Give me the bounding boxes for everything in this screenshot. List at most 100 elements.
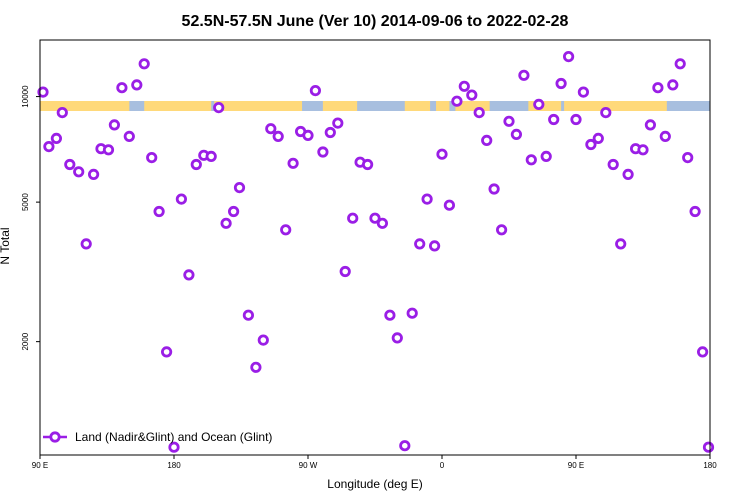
data-point — [80, 238, 92, 250]
x-axis: 90 E 180 90 W 0 90 E 180 — [32, 455, 717, 470]
land-segment — [404, 100, 431, 111]
data-point — [414, 238, 426, 250]
land-segment — [144, 100, 212, 111]
data-point — [570, 113, 582, 126]
legend: Land (Nadir&Glint) and Ocean (Glint) — [43, 430, 272, 444]
data-point — [309, 85, 321, 97]
x-tick-label: 180 — [167, 461, 181, 470]
data-point — [175, 193, 187, 205]
data-point — [376, 217, 388, 229]
data-point — [102, 144, 115, 156]
data-point — [555, 77, 567, 90]
data-point — [257, 334, 269, 346]
data-point — [161, 346, 173, 358]
data-point — [108, 119, 121, 131]
data-point — [280, 224, 292, 236]
data-point — [43, 141, 55, 153]
plot-frame — [39, 39, 711, 456]
data-point — [123, 130, 135, 142]
data-point — [131, 79, 143, 91]
x-axis-label: Longitude (deg E) — [327, 477, 422, 491]
data-point — [436, 148, 448, 160]
land-segment — [214, 100, 303, 111]
data-point — [600, 107, 612, 119]
land-segment — [564, 100, 667, 111]
legend-label: Land (Nadir&Glint) and Ocean (Glint) — [75, 430, 272, 444]
x-tick-label: 180 — [703, 461, 717, 470]
x-tick-label: 0 — [440, 461, 445, 470]
data-point — [116, 82, 128, 94]
data-point — [443, 199, 455, 211]
data-point — [37, 86, 49, 98]
legend-marker — [49, 431, 61, 443]
data-point — [233, 182, 246, 194]
data-point — [73, 166, 85, 178]
data-point — [88, 168, 100, 180]
data-point — [607, 158, 619, 171]
data-point — [689, 205, 701, 218]
data-point — [228, 205, 240, 218]
data-point — [696, 346, 709, 358]
x-tick-label: 90 E — [32, 461, 48, 470]
data-point — [220, 217, 232, 229]
data-point — [146, 152, 158, 164]
data-point — [503, 115, 515, 127]
y-tick-label: 10000 — [21, 85, 30, 108]
chart-title: 52.5N-57.5N June (Ver 10) 2014-09-06 to … — [182, 13, 569, 30]
data-point — [622, 168, 634, 180]
x-tick-label: 90 E — [568, 461, 584, 470]
data-point — [324, 126, 336, 139]
data-point — [205, 150, 217, 162]
data-point — [667, 79, 679, 91]
data-point — [637, 144, 649, 156]
data-point — [287, 157, 299, 169]
data-point — [361, 158, 374, 171]
data-point — [540, 150, 552, 162]
data-point — [317, 146, 329, 158]
data-point — [56, 107, 68, 119]
data-point — [272, 130, 284, 142]
y-tick-label: 5000 — [21, 193, 30, 211]
land-segment — [40, 100, 130, 111]
data-point — [250, 361, 262, 373]
land-segment — [322, 100, 358, 111]
data-point — [399, 440, 411, 452]
data-point — [644, 119, 657, 131]
data-point — [533, 98, 545, 111]
data-point — [138, 58, 150, 70]
data-point — [548, 113, 560, 126]
data-point — [652, 82, 664, 94]
data-point — [265, 123, 277, 135]
data-point — [302, 129, 314, 141]
data-point — [451, 95, 463, 107]
y-axis: 2000 5000 10000 — [21, 85, 40, 351]
data-point — [615, 238, 627, 250]
data-point — [384, 309, 396, 321]
data-point — [213, 102, 225, 114]
data-point — [421, 193, 433, 205]
data-points — [37, 50, 715, 453]
land-segment — [528, 100, 562, 111]
x-tick-label: 90 W — [299, 461, 318, 470]
data-point — [64, 158, 76, 171]
data-point — [481, 134, 493, 146]
data-point — [466, 89, 478, 101]
data-point — [577, 86, 590, 98]
data-point — [525, 154, 537, 166]
data-point — [190, 158, 202, 171]
data-point — [495, 224, 508, 236]
data-point — [347, 212, 359, 224]
data-point — [674, 58, 686, 70]
y-axis-label: N Total — [0, 227, 12, 264]
data-point — [702, 441, 715, 453]
ocean-land-band — [40, 100, 710, 111]
data-point — [585, 138, 597, 151]
data-point — [682, 152, 694, 164]
data-point — [369, 212, 381, 224]
land-segment — [455, 100, 490, 111]
y-tick-label: 2000 — [21, 332, 30, 350]
ocean-band — [40, 100, 710, 111]
data-point — [518, 69, 530, 81]
data-point — [339, 265, 351, 278]
